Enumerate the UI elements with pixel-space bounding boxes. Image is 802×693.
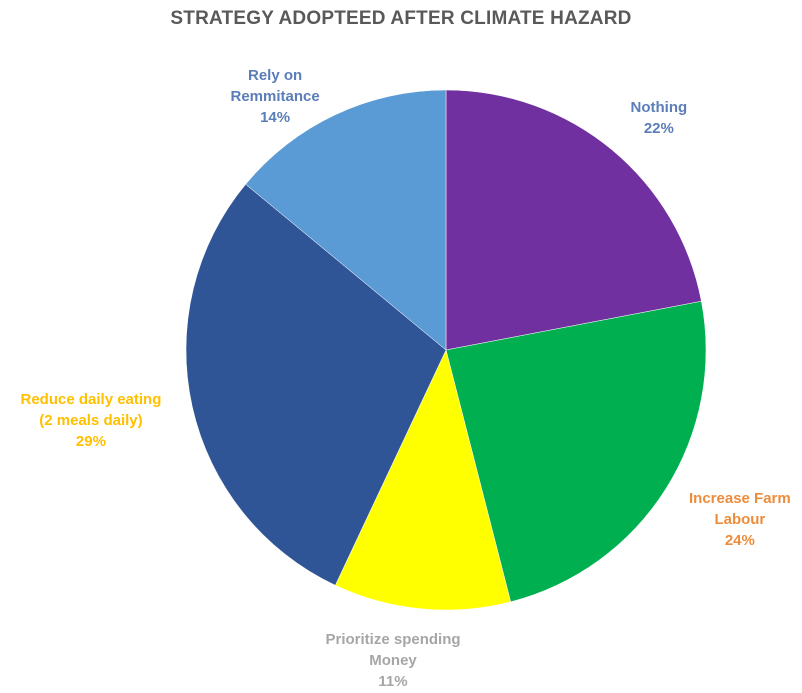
slice-name-line: Reduce daily eating xyxy=(20,390,162,408)
pie-slice-2 xyxy=(334,349,511,611)
slice-name-line: Prioritize spending xyxy=(325,631,461,648)
slice-name-line: Increase Farm xyxy=(689,489,791,507)
pie-slice-0 xyxy=(445,89,702,351)
slice-label-4: Rely on Remmitance 14% xyxy=(231,65,320,128)
slice-label-3: Reduce daily eating (2 meals daily) 29% xyxy=(21,389,162,452)
pie-slice-1 xyxy=(445,300,707,603)
slice-label-1: Increase Farm Labour 24% xyxy=(689,488,791,551)
slice-percent: 11% xyxy=(378,673,408,690)
slice-label-0: Nothing 22% xyxy=(631,97,688,139)
slice-name-line: Nothing xyxy=(630,99,688,116)
slice-label-2: Prioritize spending Money 11% xyxy=(326,629,461,692)
slice-percent: 29% xyxy=(75,432,106,450)
slice-percent: 22% xyxy=(643,120,674,137)
slice-name-line: (2 meals daily) xyxy=(39,411,143,429)
slice-name-line: Rely on xyxy=(248,66,303,84)
pie-slice-4 xyxy=(245,89,447,351)
slice-percent: 24% xyxy=(724,531,755,549)
slice-name-line: Money xyxy=(369,652,417,669)
slice-name-line: Remmitance xyxy=(230,87,320,105)
slice-name-line: Labour xyxy=(714,510,766,528)
pie-slice-3 xyxy=(185,183,447,586)
chart-title: STRATEGY ADOPTEED AFTER CLIMATE HAZARD xyxy=(170,8,632,29)
slice-percent: 14% xyxy=(260,108,291,126)
